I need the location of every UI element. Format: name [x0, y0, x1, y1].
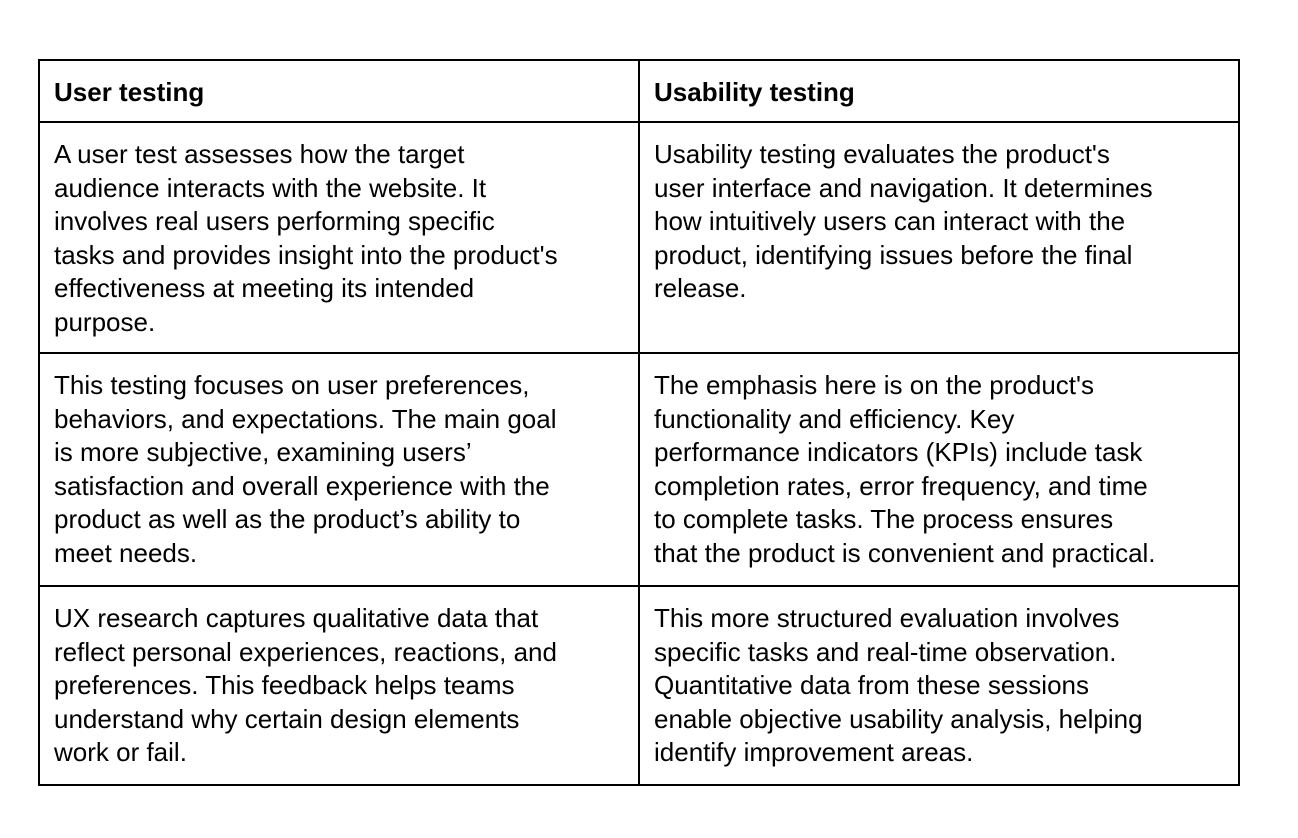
cell-text-line: product as well as the product’s ability… [54, 504, 521, 534]
cell-text-line: functionality and efficiency. Key [654, 403, 1015, 434]
cell-text-line: completion rates, error frequency, and t… [654, 470, 1148, 501]
usability-testing-cell: Usability testing evaluates the product'… [638, 121, 1240, 354]
cell-text-line: The emphasis here is on the product's [654, 370, 1094, 400]
table-row: A user test assesses how the target audie… [38, 121, 1240, 354]
cell-text-line: that the product is convenient and pract… [654, 537, 1156, 568]
usability-testing-cell: The emphasis here is on the product's fun… [638, 352, 1240, 587]
cell-text-line: to complete tasks. The process ensures [654, 504, 1114, 534]
cell-text-line: enable objective usability analysis, hel… [654, 703, 1143, 734]
cell-text-line: understand why certain design elements [54, 703, 520, 734]
cell-text-line: effectiveness at meeting its intended [54, 273, 475, 303]
cell-text-line: Quantitative data from these sessions [654, 670, 1090, 700]
cell-text-line: release. [654, 273, 747, 303]
cell-text-line: identify improvement areas. [654, 737, 974, 767]
cell-text-line: specific tasks and real-time observation… [654, 636, 1117, 667]
user-testing-cell: UX research captures qualitative data th… [38, 585, 640, 786]
usability-testing-cell: This more structured evaluation involves… [638, 585, 1240, 786]
cell-text-line: user interface and navigation. It determ… [654, 172, 1153, 203]
header-usability-testing: Usability testing [638, 59, 1240, 123]
cell-text-line: is more subjective, examining users’ [54, 437, 472, 467]
cell-text-line: Usability testing evaluates the product'… [654, 139, 1110, 169]
cell-text-line: A user test assesses how the target [54, 139, 465, 169]
user-testing-cell: A user test assesses how the target audie… [38, 121, 640, 354]
cell-text-line: purpose. [54, 306, 156, 337]
header-row: User testing Usability testing [38, 59, 1240, 123]
cell-text-line: work or fail. [54, 737, 187, 767]
cell-text-line: how intuitively users can interact with … [654, 206, 1126, 236]
cell-text-line: tasks and provides insight into the prod… [54, 239, 558, 270]
cell-text-line: This testing focuses on user preferences… [54, 370, 530, 400]
cell-text-line: meet needs. [54, 537, 198, 568]
comparison-table: User testing Usability testing A user te… [38, 59, 1240, 786]
cell-text-line: satisfaction and overall experience with… [54, 470, 550, 501]
table-row: UX research captures qualitative data th… [38, 585, 1240, 786]
cell-text-line: audience interacts with the website. It [54, 172, 487, 203]
user-testing-cell: This testing focuses on user preferences… [38, 352, 640, 587]
cell-text-line: This more structured evaluation involves [654, 603, 1120, 633]
table-row: This testing focuses on user preferences… [38, 352, 1240, 587]
cell-text-line: UX research captures qualitative data th… [54, 603, 539, 633]
cell-text-line: preferences. This feedback helps teams [54, 670, 515, 700]
cell-text-line: involves real users performing specific [54, 206, 495, 236]
cell-text-line: behaviors, and expectations. The main go… [54, 403, 557, 434]
header-user-testing: User testing [38, 59, 640, 123]
cell-text-line: product, identifying issues before the f… [654, 239, 1133, 270]
cell-text-line: performance indicators (KPIs) include ta… [654, 437, 1143, 467]
cell-text-line: reflect personal experiences, reactions,… [54, 636, 557, 667]
